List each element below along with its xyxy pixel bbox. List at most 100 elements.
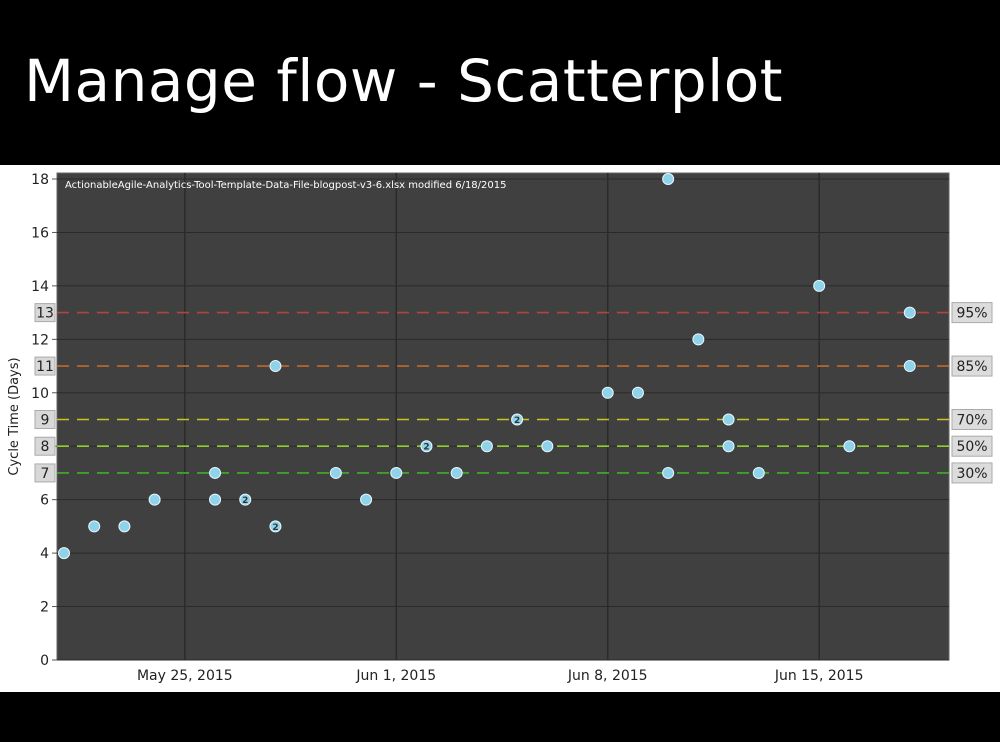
data-point-marker <box>601 386 614 399</box>
percentile-value-label: 13 <box>36 306 54 322</box>
data-point-marker <box>269 360 282 373</box>
data-point-marker <box>390 466 403 479</box>
scatterplot-chart: May 25, 2015 Jun 1, 2015 Jun 8, 2015 Jun 15… <box>7 172 993 684</box>
percentile-value-box <box>34 436 56 456</box>
data-point-marker <box>209 493 222 506</box>
y-tick-label: 12 <box>31 332 49 348</box>
data-point <box>269 360 282 373</box>
percentile-value-box <box>34 303 56 323</box>
percentile-label: 95% <box>956 306 987 322</box>
data-point-marker <box>360 493 373 506</box>
data-point <box>722 440 735 453</box>
percentile-value-label: 7 <box>41 466 50 482</box>
percentile-label: 30% <box>956 466 987 482</box>
data-point <box>541 440 554 453</box>
data-point-marker <box>843 440 856 453</box>
data-point-marker <box>903 360 916 373</box>
y-tick-label: 4 <box>40 546 49 562</box>
percentile-box <box>951 409 993 430</box>
point-count-label: 2 <box>514 416 520 426</box>
x-tick-label: Jun 15, 2015 <box>774 668 864 684</box>
data-point-marker <box>118 520 131 533</box>
data-point-marker <box>420 440 433 453</box>
data-point <box>480 440 493 453</box>
data-point-marker <box>541 440 554 453</box>
x-tick-label: May 25, 2015 <box>137 668 233 684</box>
percentile-value-label: 8 <box>41 439 50 455</box>
data-point-marker <box>329 466 342 479</box>
data-point <box>662 173 675 185</box>
data-point-marker <box>662 173 675 185</box>
y-tick-label: 2 <box>40 600 49 616</box>
data-point <box>662 466 675 479</box>
data-point <box>209 493 222 506</box>
y-axis-label: Cycle Time (Days) <box>7 357 22 475</box>
data-point-marker <box>752 466 765 479</box>
percentile-value-box <box>34 463 56 483</box>
data-point <box>601 386 614 399</box>
data-point: 2 <box>420 440 433 453</box>
percentile-value-box <box>34 356 56 376</box>
percentile-value-label: 9 <box>41 413 50 429</box>
y-tick-label: 6 <box>40 493 49 509</box>
percentile-value-label: 11 <box>36 359 54 375</box>
percentile-value-box <box>34 410 56 429</box>
point-count-label: 2 <box>423 443 429 453</box>
data-point <box>722 413 735 426</box>
data-point <box>209 466 222 479</box>
percentile-box <box>951 462 993 484</box>
y-tick-label: 10 <box>31 386 49 402</box>
data-point-marker <box>88 520 101 533</box>
data-point <box>390 466 403 479</box>
data-point-marker <box>239 493 252 506</box>
data-point <box>692 333 705 346</box>
data-point-marker <box>722 413 735 426</box>
y-tick-label: 14 <box>31 279 49 295</box>
percentile-label: 50% <box>956 439 987 455</box>
data-point <box>118 520 131 533</box>
percentile-box <box>951 355 993 377</box>
data-point-marker <box>722 440 735 453</box>
data-point-marker <box>511 413 524 426</box>
data-point-marker <box>903 306 916 319</box>
data-point <box>752 466 765 479</box>
data-point <box>360 493 373 506</box>
data-point-marker <box>269 520 282 533</box>
y-tick-label: 16 <box>31 225 49 241</box>
x-tick-label: Jun 8, 2015 <box>567 668 648 684</box>
data-point <box>329 466 342 479</box>
data-point-marker <box>148 493 161 506</box>
point-count-label: 2 <box>272 523 278 533</box>
data-point-marker <box>813 279 826 292</box>
data-point-marker <box>662 466 675 479</box>
data-point-marker <box>58 547 70 560</box>
data-point-marker <box>631 386 644 399</box>
file-annotation: ActionableAgile-Analytics-Tool-Template-… <box>65 180 507 191</box>
plot-area <box>56 172 950 661</box>
percentile-box <box>951 302 993 324</box>
data-point: 2 <box>511 413 524 426</box>
data-point <box>58 547 70 560</box>
data-point <box>148 493 161 506</box>
data-point <box>903 306 916 319</box>
data-point-marker <box>209 466 222 479</box>
data-point-marker <box>692 333 705 346</box>
data-point <box>903 360 916 373</box>
slide-title: Manage flow - Scatterplot <box>24 47 783 115</box>
percentile-box <box>951 435 993 457</box>
y-tick-label: 0 <box>40 653 49 669</box>
bottom-bar <box>0 692 1000 742</box>
data-point-marker <box>480 440 493 453</box>
data-point <box>813 279 826 292</box>
point-count-label: 2 <box>242 496 248 506</box>
plot-panel: May 25, 2015 Jun 1, 2015 Jun 8, 2015 Jun 15… <box>0 165 1000 692</box>
percentile-label: 85% <box>956 359 987 375</box>
data-point-marker <box>450 466 463 479</box>
percentile-label: 70% <box>956 413 987 429</box>
x-tick-label: Jun 1, 2015 <box>355 668 436 684</box>
data-point: 2 <box>269 520 282 533</box>
data-point: 2 <box>239 493 252 506</box>
data-point <box>631 386 644 399</box>
y-tick-label: 18 <box>31 172 49 188</box>
data-point <box>88 520 101 533</box>
